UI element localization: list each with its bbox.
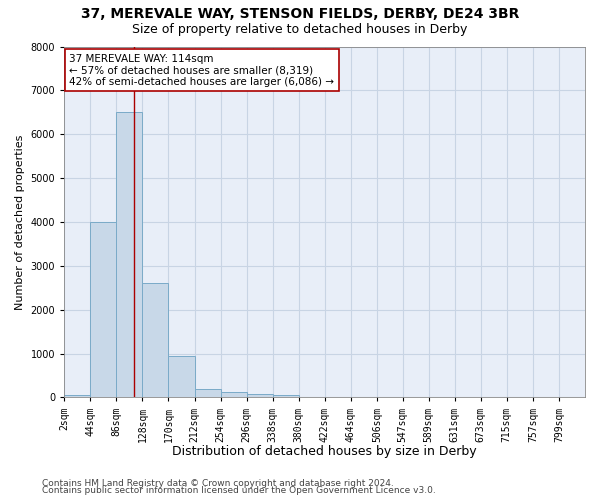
Bar [194, 388, 221, 398]
Text: Size of property relative to detached houses in Derby: Size of property relative to detached ho… [133, 22, 467, 36]
X-axis label: Distribution of detached houses by size in Derby: Distribution of detached houses by size … [172, 444, 477, 458]
Bar [247, 394, 273, 398]
Bar [169, 356, 194, 398]
Text: 37 MEREVALE WAY: 114sqm
← 57% of detached houses are smaller (8,319)
42% of semi: 37 MEREVALE WAY: 114sqm ← 57% of detache… [70, 54, 334, 86]
Y-axis label: Number of detached properties: Number of detached properties [15, 134, 25, 310]
Text: 37, MEREVALE WAY, STENSON FIELDS, DERBY, DE24 3BR: 37, MEREVALE WAY, STENSON FIELDS, DERBY,… [81, 8, 519, 22]
Bar [299, 396, 325, 398]
Bar [273, 396, 299, 398]
Bar [221, 392, 247, 398]
Bar [142, 284, 169, 398]
Text: Contains public sector information licensed under the Open Government Licence v3: Contains public sector information licen… [42, 486, 436, 495]
Text: Contains HM Land Registry data © Crown copyright and database right 2024.: Contains HM Land Registry data © Crown c… [42, 478, 394, 488]
Bar [116, 112, 142, 398]
Bar [90, 222, 116, 398]
Bar [64, 396, 90, 398]
